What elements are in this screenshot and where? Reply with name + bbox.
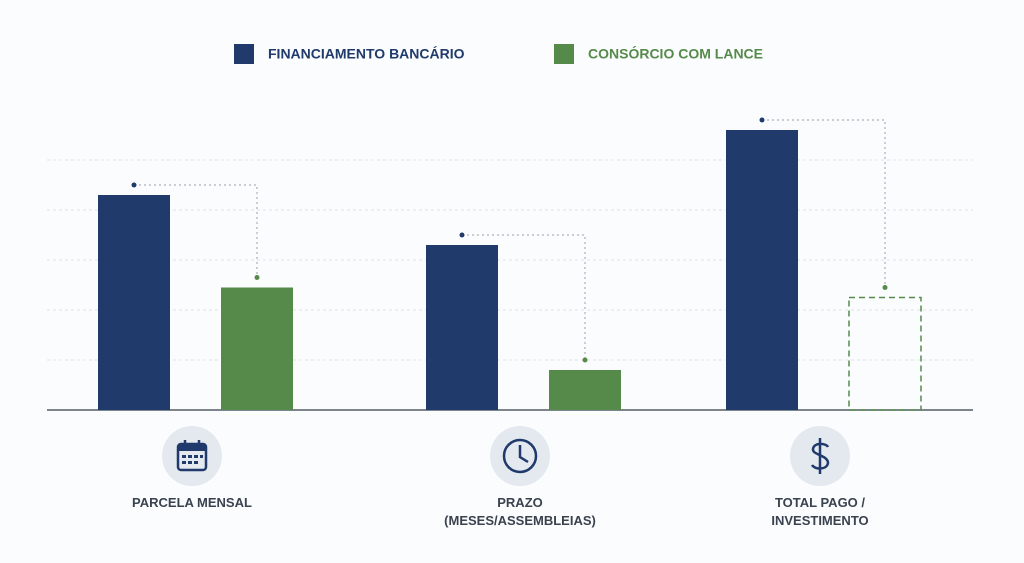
bar — [221, 287, 293, 410]
bar — [848, 296, 922, 411]
legend-label: CONSÓRCIO COM LANCE — [588, 45, 763, 62]
bar — [426, 245, 498, 410]
x-tick-label: TOTAL PAGO / INVESTIMENTO — [771, 495, 869, 528]
x-tick-label: PARCELA MENSAL — [132, 495, 252, 510]
connector — [462, 234, 586, 360]
bar — [98, 195, 170, 410]
legend-swatch — [554, 44, 574, 64]
legend-swatch — [234, 44, 254, 64]
value-dot — [459, 232, 465, 238]
value-dot — [759, 117, 765, 123]
x-tick-label: PRAZO (MESES/ASSEMBLEIAS) — [444, 495, 596, 528]
icon-calendar — [162, 426, 222, 486]
icon-dollar — [790, 426, 850, 486]
value-dot — [882, 285, 888, 290]
connector — [134, 184, 258, 278]
connector — [762, 119, 886, 288]
icon-clock — [490, 426, 550, 486]
value-dot — [582, 357, 588, 363]
value-dot — [131, 182, 137, 188]
value-dot — [254, 275, 260, 280]
bar — [726, 130, 798, 410]
bar — [549, 370, 621, 410]
legend-label: FINANCIAMENTO BANCÁRIO — [268, 46, 465, 62]
